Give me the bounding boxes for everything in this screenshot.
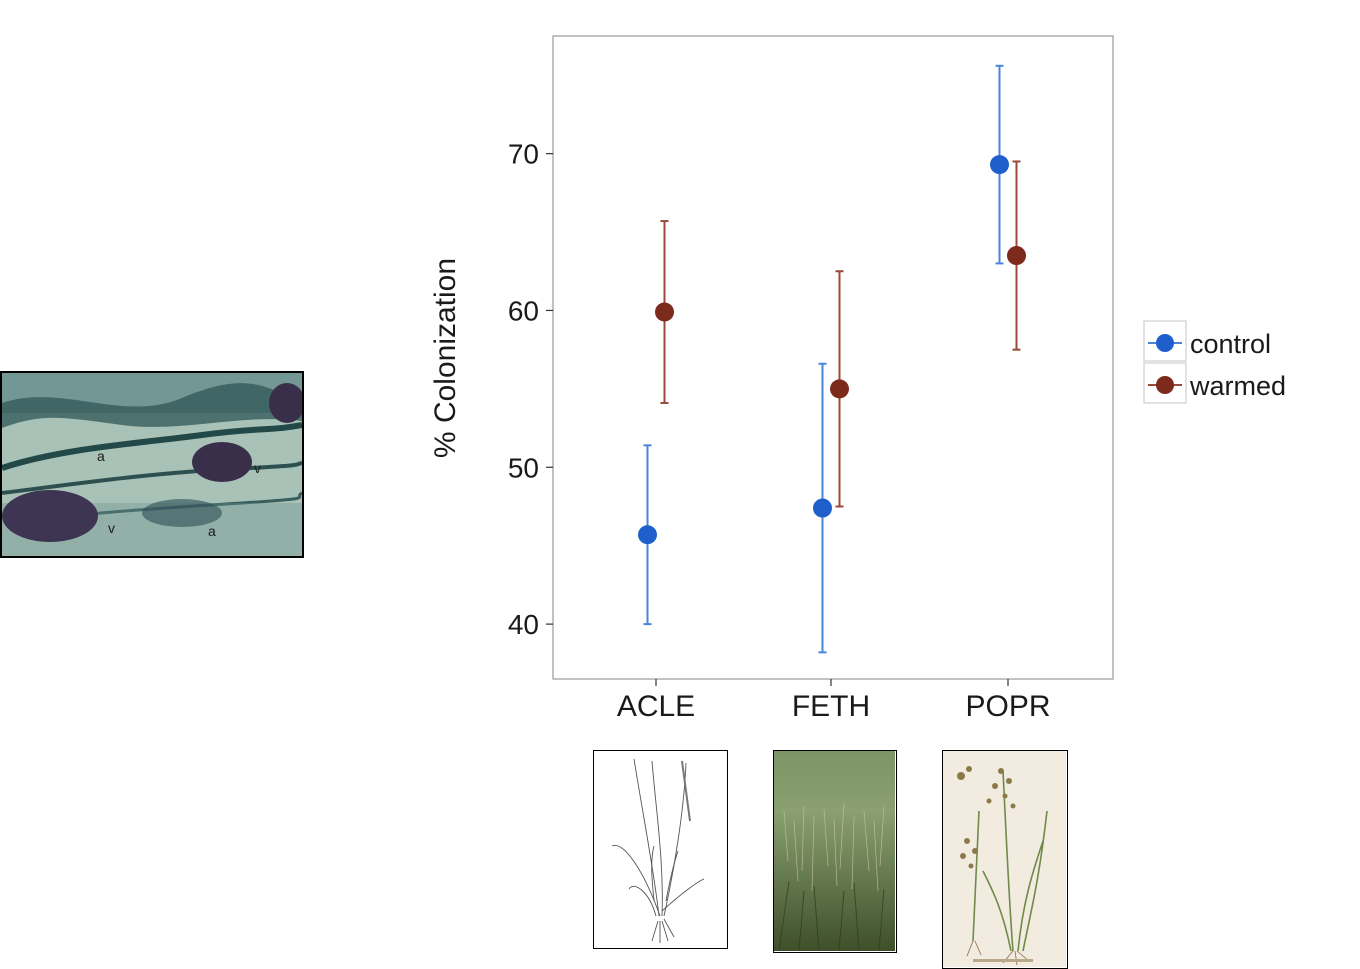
legend-key-box — [1143, 320, 1187, 362]
micrograph-illustration: a v v a — [2, 373, 302, 556]
micrograph-label-vesicle-1: v — [254, 460, 261, 476]
y-tick-label: 60 — [508, 295, 539, 326]
root-micrograph-image: a v v a — [0, 371, 304, 558]
y-tick-label: 70 — [508, 139, 539, 170]
acle-line-drawing — [594, 751, 726, 947]
micrograph-label-arbuscule-2: a — [208, 523, 216, 539]
acle-plant-drawing-image — [593, 750, 728, 949]
y-axis-label: % Colonization — [429, 258, 462, 458]
data-point-marker — [1007, 246, 1026, 266]
x-tick-label-feth: FETH — [792, 690, 870, 723]
point-warmed-acle — [655, 220, 674, 404]
popr-botanical-plate-image — [942, 750, 1068, 969]
popr-botanical-plate — [943, 751, 1066, 967]
data-point-marker — [990, 155, 1009, 175]
legend-label-warmed: warmed — [1189, 371, 1286, 401]
data-point-marker — [813, 498, 832, 518]
feth-grassland-photo-image — [773, 750, 897, 953]
data-point-marker — [638, 525, 657, 545]
point-control-acle — [638, 444, 657, 626]
point-control-feth — [813, 362, 832, 654]
legend-label-control: control — [1190, 329, 1271, 359]
point-warmed-feth — [830, 270, 849, 508]
micrograph-label-arbuscule-1: a — [97, 448, 105, 464]
y-tick-label: 40 — [508, 609, 539, 640]
point-control-popr — [990, 64, 1009, 265]
x-tick-label-acle: ACLE — [617, 690, 695, 723]
legend-key-box — [1143, 362, 1187, 404]
feth-grassland-photo — [774, 751, 895, 952]
legend-key-marker — [1156, 334, 1174, 352]
data-point-marker — [655, 302, 674, 322]
micrograph-label-vesicle-2: v — [108, 520, 115, 536]
point-warmed-popr — [1007, 160, 1026, 351]
legend: control warmed — [1143, 320, 1286, 404]
y-tick-label: 50 — [508, 452, 539, 483]
plot-border — [552, 35, 1114, 680]
x-tick-label-popr: POPR — [965, 690, 1050, 723]
data-point-marker — [830, 379, 849, 399]
legend-key-marker — [1156, 376, 1174, 394]
